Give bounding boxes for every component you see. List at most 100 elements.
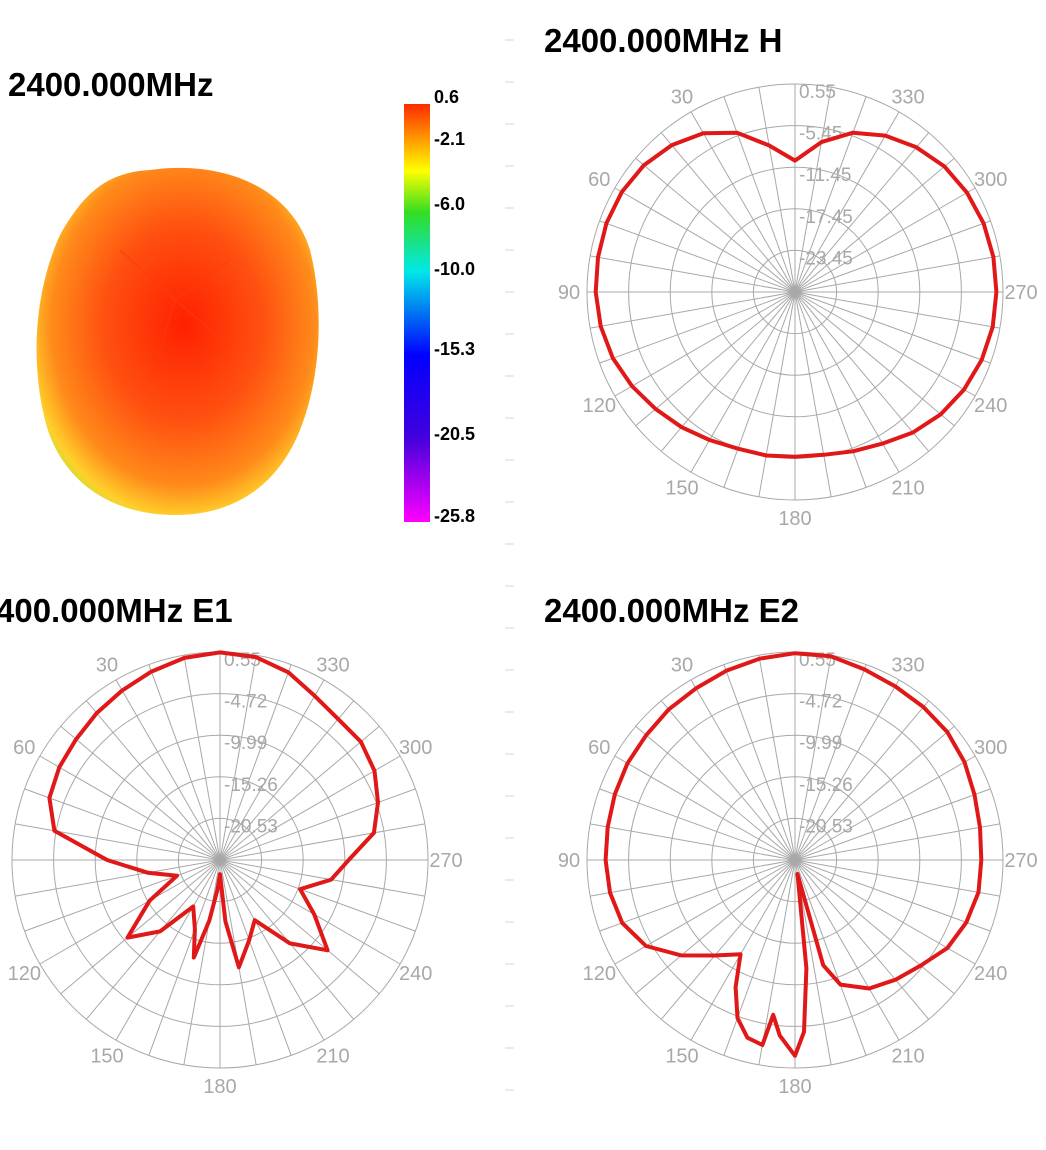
angle-label: 330 (891, 654, 924, 676)
angle-label: 90 (558, 282, 580, 304)
grid-spoke (39, 755, 221, 861)
angle-label: 270 (1004, 282, 1037, 304)
colorbar-tick-label: -6.0 (434, 194, 465, 214)
angle-label: 240 (974, 395, 1007, 417)
grid-spoke (635, 859, 796, 995)
grid-spoke (115, 859, 221, 1041)
grid-spoke (794, 859, 991, 932)
panel-3d-pattern: 2400.000MHz 0.6 -2.1 -6.0 -10.0 -15.3 -20.5 -2… (8, 66, 475, 526)
angle-label: 300 (974, 169, 1007, 191)
grid-spoke (599, 220, 796, 293)
grid-spoke (794, 823, 1000, 861)
grid-spoke (794, 187, 976, 293)
angle-label: 270 (1004, 850, 1037, 872)
grid-spoke (219, 755, 401, 861)
grid-spoke (24, 859, 221, 932)
grid-spoke (660, 859, 796, 1020)
grid-spoke (794, 87, 832, 293)
colorbar-tick-label: -25.8 (434, 506, 475, 526)
grid-spoke (794, 96, 867, 293)
angle-label: 30 (96, 654, 118, 676)
radiation-pattern-trace (593, 130, 999, 459)
ring-label: -20.53 (799, 816, 853, 837)
grid-spoke (219, 859, 416, 932)
ring-label: 0.55 (799, 82, 836, 103)
grid-spoke (24, 788, 221, 861)
grid-spoke (590, 291, 796, 329)
ring-label: -15.26 (799, 775, 853, 796)
angle-label: 150 (90, 1046, 123, 1068)
angle-label: 60 (588, 169, 610, 191)
angle-label: 180 (778, 508, 811, 530)
grid-spoke (758, 859, 796, 1065)
grid-spoke (219, 655, 257, 861)
grid-spoke (794, 788, 991, 861)
grid-spoke (85, 859, 221, 1020)
angle-label: 30 (671, 86, 693, 108)
grid-spoke (690, 111, 796, 293)
grid-spoke (794, 291, 832, 497)
radiation-3d-blob (36, 167, 319, 515)
ring-label: -17.45 (799, 207, 853, 228)
grid-spoke (219, 859, 325, 1041)
grid-spoke (794, 679, 900, 861)
grid-spoke (690, 679, 796, 861)
grid-spoke (690, 291, 796, 473)
ring-label: -9.99 (799, 733, 842, 754)
grid-spoke (635, 291, 796, 427)
colorbar-tick-label: -20.5 (434, 424, 475, 444)
grid-spoke (614, 291, 796, 397)
grid-spoke (723, 96, 796, 293)
grid-spoke (219, 700, 355, 861)
angle-label: 270 (429, 850, 462, 872)
angle-label: 60 (13, 737, 35, 759)
panel-h-plane: 2400.000MHz H 0.55-5.45-11.45-17.45-23.4… (544, 22, 1038, 530)
grid-spoke (148, 664, 221, 861)
grid-spoke (635, 157, 796, 293)
grid-spoke (794, 291, 930, 452)
angle-label: 240 (974, 963, 1007, 985)
grid-spoke (794, 255, 1000, 293)
grid-spoke (794, 132, 930, 293)
angle-label: 180 (203, 1076, 236, 1098)
radiation-pattern-trace (603, 651, 984, 1058)
grid-spoke (599, 291, 796, 364)
grid-spoke (39, 859, 221, 965)
angle-label: 150 (665, 1046, 698, 1068)
grid-spoke (794, 291, 991, 364)
grid-spoke (590, 255, 796, 293)
ring-label: -4.72 (799, 692, 842, 713)
ring-label: -23.45 (799, 248, 853, 269)
grid-spoke (219, 859, 380, 995)
panel-e1-plane: 400.000MHz E1 0.55-4.72-9.99-15.26-20.53… (0, 592, 463, 1098)
grid-spoke (758, 655, 796, 861)
grid-spoke (794, 859, 976, 965)
colorbar-tick-label: -15.3 (434, 339, 475, 359)
grid-spoke (794, 111, 900, 293)
grid-spoke (219, 664, 292, 861)
angle-label: 120 (583, 963, 616, 985)
grid-spoke (660, 291, 796, 452)
grid-spoke (614, 755, 796, 861)
grid-spoke (183, 655, 221, 861)
grid-spoke (794, 859, 900, 1041)
grid-spoke (794, 755, 976, 861)
panel-h-title: 2400.000MHz H (544, 22, 782, 59)
grid-spoke (794, 220, 991, 293)
grid-spoke (723, 291, 796, 488)
grid-spoke (794, 859, 955, 995)
grid-spoke (794, 664, 867, 861)
angle-label: 90 (558, 850, 580, 872)
panel-e1-title: 400.000MHz E1 (0, 592, 233, 629)
grid-spoke (590, 859, 796, 897)
panel-3d-title: 2400.000MHz (8, 66, 213, 103)
grid-spoke (723, 859, 796, 1056)
grid-spoke (183, 859, 221, 1065)
grid-spoke (219, 859, 425, 897)
grid-spoke (590, 823, 796, 861)
grid-spoke (115, 679, 221, 861)
grid-spoke (758, 87, 796, 293)
colorbar-tick-label: -10.0 (434, 259, 475, 279)
